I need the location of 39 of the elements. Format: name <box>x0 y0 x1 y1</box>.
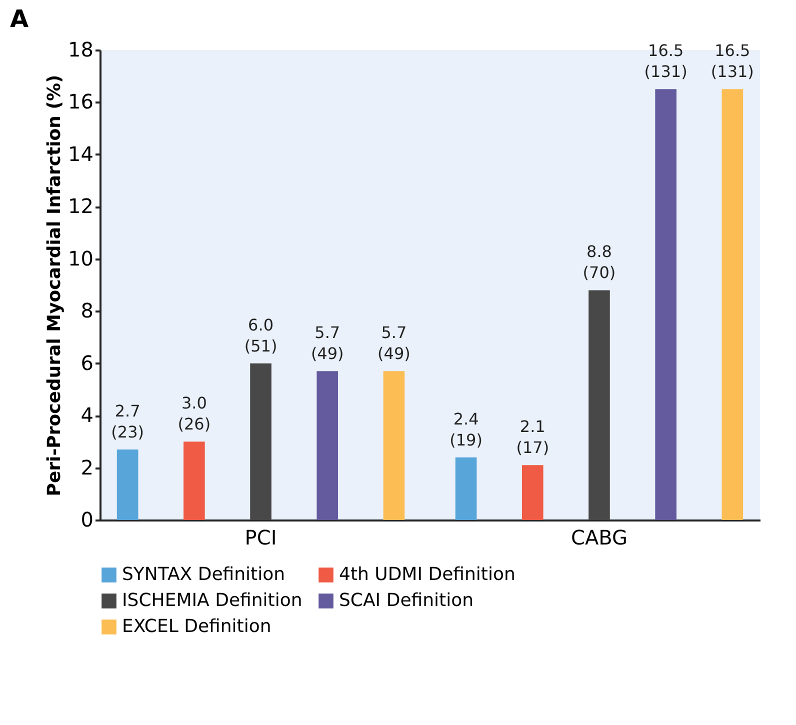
data-label: 2.4 (19) <box>450 409 482 450</box>
y-tick-label: 4 <box>80 403 94 428</box>
bar <box>184 442 205 520</box>
data-label: 6.0 (51) <box>244 315 278 356</box>
chart-title: A <box>10 5 29 33</box>
bar <box>522 465 544 520</box>
y-tick-label: 16 <box>68 90 94 114</box>
data-label: 5.7 (49) <box>310 323 344 364</box>
y-tick-label: 14 <box>68 142 94 166</box>
bar <box>655 89 676 520</box>
data-label: 3.0 (26) <box>178 394 211 434</box>
bar <box>250 363 272 520</box>
y-tick-label: 18 <box>68 38 94 62</box>
data-label: 2.1 (17) <box>516 417 550 458</box>
bar <box>722 89 744 520</box>
data-label: 16.5 (131) <box>644 41 688 82</box>
x-tick-label: PCI <box>244 526 277 550</box>
data-label: 2.7 (23) <box>111 402 144 442</box>
bar <box>316 371 338 520</box>
y-axis-title: Peri-Procedural Myocardial Infarction (%) <box>44 74 66 496</box>
legend-label: SYNTAX Definition <box>122 564 286 585</box>
x-tick-label: CABG <box>570 526 628 550</box>
data-label: 16.5 (131) <box>710 41 754 82</box>
data-label: 5.7 (49) <box>378 323 410 364</box>
y-tick-label: 10 <box>68 246 94 270</box>
y-tick-label: 0 <box>80 508 94 532</box>
legend-label: EXCEL Definition <box>122 616 272 637</box>
bar <box>383 371 405 520</box>
bar <box>455 457 477 520</box>
legend-label: SCAI Definition <box>339 590 474 611</box>
legend-label: ISCHEMIA Definition <box>122 590 302 611</box>
y-tick-label: 12 <box>68 194 94 218</box>
bar <box>588 290 610 520</box>
y-tick-label: 6 <box>80 350 94 375</box>
bar <box>116 450 138 520</box>
y-tick-label: 2 <box>80 455 94 480</box>
legend-label: 4th UDMI Definition <box>339 564 516 585</box>
y-tick-label: 8 <box>80 298 94 323</box>
data-label: 8.8 (70) <box>582 242 616 282</box>
